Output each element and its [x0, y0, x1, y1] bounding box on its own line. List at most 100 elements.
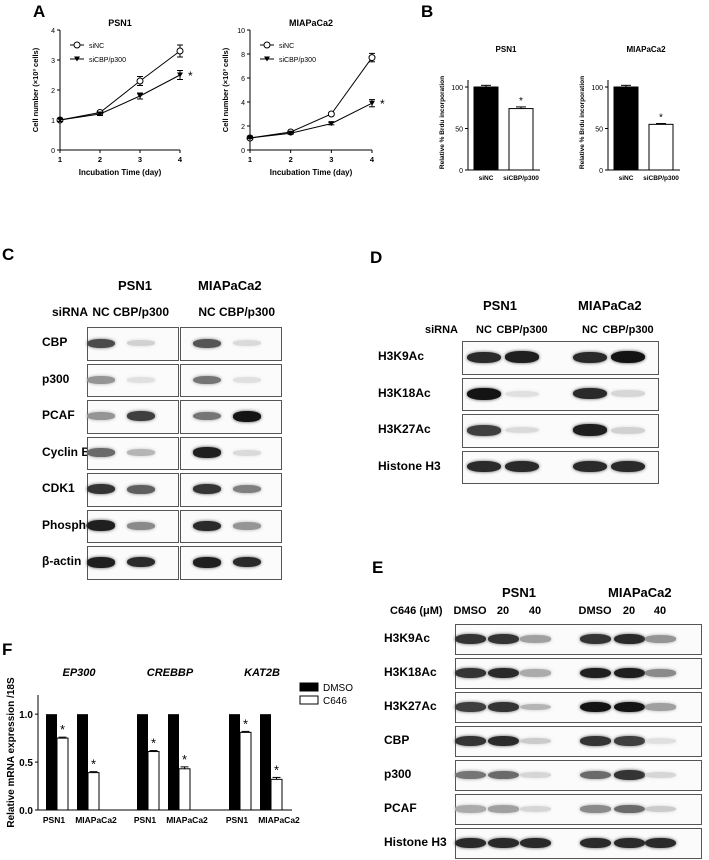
- y-tick-label: 3: [51, 58, 55, 65]
- panel-label-c: C: [2, 245, 15, 264]
- bar-dmso: [168, 714, 179, 810]
- blot-band: [467, 461, 501, 473]
- y-tick-label: 10: [237, 28, 245, 35]
- blot-band: [573, 351, 607, 363]
- lane-label: 20: [496, 605, 510, 617]
- blot-band: [233, 485, 261, 494]
- chart-title: MIAPaCa2: [626, 45, 666, 54]
- x-tick-label: 2: [98, 155, 102, 164]
- blot-band: [579, 701, 611, 713]
- y-tick-label: 6: [241, 76, 245, 83]
- significance-star: *: [380, 97, 385, 111]
- blot-band: [233, 521, 261, 530]
- legend-marker-triangle: [74, 56, 80, 62]
- blot-band: [611, 390, 645, 398]
- significance-star: *: [91, 757, 96, 772]
- lane-label: NC: [198, 305, 216, 319]
- blot-band: [87, 375, 115, 384]
- bar-dmso: [46, 714, 57, 810]
- series-line-siCBP/p300: [59, 74, 181, 121]
- significance-star: *: [659, 113, 663, 124]
- blot-band: [613, 736, 645, 746]
- blot-band: [611, 426, 645, 434]
- x-category-label: siCBP/p300: [643, 175, 679, 182]
- x-category-label: PSN1: [43, 815, 65, 825]
- lane-label: CBP/p300: [602, 324, 654, 336]
- blot-band: [193, 520, 221, 531]
- blot-band: [644, 703, 676, 711]
- data-point-circle: [368, 54, 376, 62]
- legend-label: siCBP/p300: [89, 57, 126, 64]
- lane-label: CBP/p300: [112, 305, 170, 319]
- y-tick-label: 4: [241, 100, 245, 107]
- cell-line-label: MIAPaCa2: [608, 585, 672, 600]
- blot-band: [87, 338, 115, 348]
- y-axis-label: Relative % Brdu incorporation: [579, 76, 586, 169]
- y-tick-label: 50: [455, 127, 463, 134]
- lane-label: NC: [582, 324, 598, 336]
- blot-band: [519, 635, 551, 643]
- data-point-triangle: [137, 93, 143, 99]
- blot-band: [487, 770, 519, 780]
- blot-band: [505, 427, 539, 434]
- x-axis-label: Incubation Time (day): [270, 168, 353, 177]
- legend-label: C646: [323, 696, 347, 707]
- panel-label-d: D: [370, 248, 383, 267]
- x-tick-label: 1: [248, 155, 252, 164]
- blot-band: [644, 669, 676, 677]
- blot-band: [454, 837, 486, 849]
- blot-band: [613, 837, 645, 849]
- y-tick-label: 0: [241, 148, 245, 155]
- blot-band: [519, 737, 551, 745]
- x-axis-label: Incubation Time (day): [79, 168, 162, 177]
- panel-b-bar-charts: PSN1 0 50 100 Relative % Brdu incorporation s…: [439, 45, 680, 182]
- blot-band: [487, 805, 519, 813]
- blot-band: [613, 770, 645, 780]
- bar-c646: [270, 778, 283, 811]
- blot-band: [611, 351, 645, 364]
- data-point-circle: [136, 77, 144, 85]
- bar-dmso: [229, 714, 240, 810]
- blot-band: [193, 484, 221, 495]
- blot-band: [193, 412, 221, 421]
- blot-band: [579, 634, 611, 644]
- blot-band: [487, 634, 519, 644]
- blot-band: [487, 735, 519, 747]
- gene-label: EP300: [62, 667, 96, 679]
- row-label-CBP: CBP: [384, 733, 410, 747]
- condition-label: C646 (μM): [390, 605, 443, 617]
- row-label-Histone H3: Histone H3: [384, 835, 447, 849]
- significance-star: *: [519, 96, 523, 107]
- blot-band: [519, 837, 551, 849]
- blot-band: [127, 411, 155, 422]
- legend-marker-triangle: [264, 56, 270, 62]
- y-axis-label: Cell number (×10³ cells): [31, 47, 40, 132]
- blot-band: [454, 634, 486, 644]
- y-tick-label: 0: [51, 148, 55, 155]
- blot-band: [233, 340, 261, 347]
- blot-band: [87, 520, 115, 531]
- lane-label: 20: [622, 605, 636, 617]
- row-label-CDK1: CDK1: [42, 481, 75, 496]
- cell-line-label: PSN1: [502, 585, 536, 600]
- gene-label: CREBBP: [147, 667, 194, 679]
- chart-title: MIAPaCa2: [289, 18, 333, 28]
- blot-band: [579, 837, 611, 849]
- blot-band: [87, 484, 115, 495]
- panel-label-a: A: [33, 2, 46, 21]
- data-point-triangle: [97, 111, 103, 117]
- lane-label: DMSO: [578, 605, 612, 617]
- cell-line-label: MIAPaCa2: [198, 278, 262, 293]
- row-label-p300: p300: [42, 371, 70, 386]
- y-tick-label: 0.0: [19, 806, 33, 817]
- bar-siCBP/p300: [648, 123, 674, 171]
- blot-band: [454, 736, 486, 746]
- x-category-label: PSN1: [134, 815, 156, 825]
- blot-band: [127, 484, 155, 494]
- data-point-triangle: [57, 117, 63, 123]
- lane-label: DMSO: [453, 605, 487, 617]
- cell-line-label: MIAPaCa2: [578, 298, 642, 313]
- blot-band: [579, 805, 611, 813]
